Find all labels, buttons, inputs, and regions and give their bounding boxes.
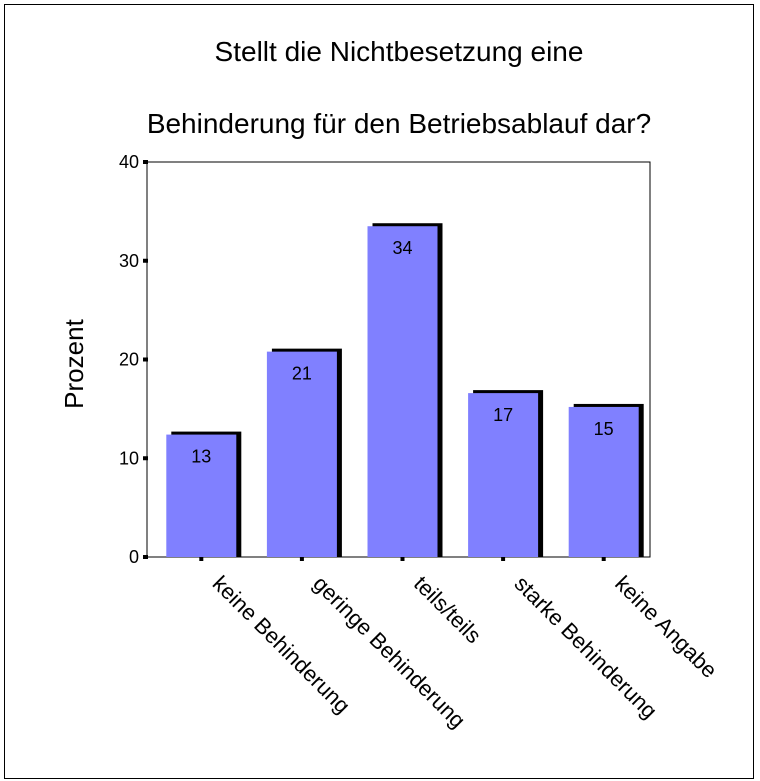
y-tick-label-20: 20: [119, 350, 139, 370]
data-label-4: 17: [493, 405, 513, 425]
chart-title-line-2: Behinderung für den Betriebsablauf dar?: [147, 108, 651, 139]
y-tick-label-0: 0: [129, 547, 139, 567]
category-label-3: teils/teils: [409, 571, 486, 648]
data-label-3: 34: [392, 238, 412, 258]
bar-1: [166, 434, 237, 557]
y-tick-label-40: 40: [119, 152, 139, 172]
data-label-1: 13: [191, 447, 211, 467]
y-tick-label-10: 10: [119, 448, 139, 468]
chart-title-line-1: Stellt die Nichtbesetzung eine: [215, 36, 584, 67]
bar-4: [468, 393, 539, 557]
data-label-2: 21: [292, 364, 312, 384]
y-tick-label-30: 30: [119, 251, 139, 271]
bar-5: [568, 406, 639, 557]
data-label-5: 15: [594, 419, 614, 439]
y-axis-label: Prozent: [59, 318, 89, 408]
category-label-5: keine Angabe: [610, 571, 722, 683]
bar-3: [367, 226, 438, 557]
bar-2: [266, 351, 337, 557]
